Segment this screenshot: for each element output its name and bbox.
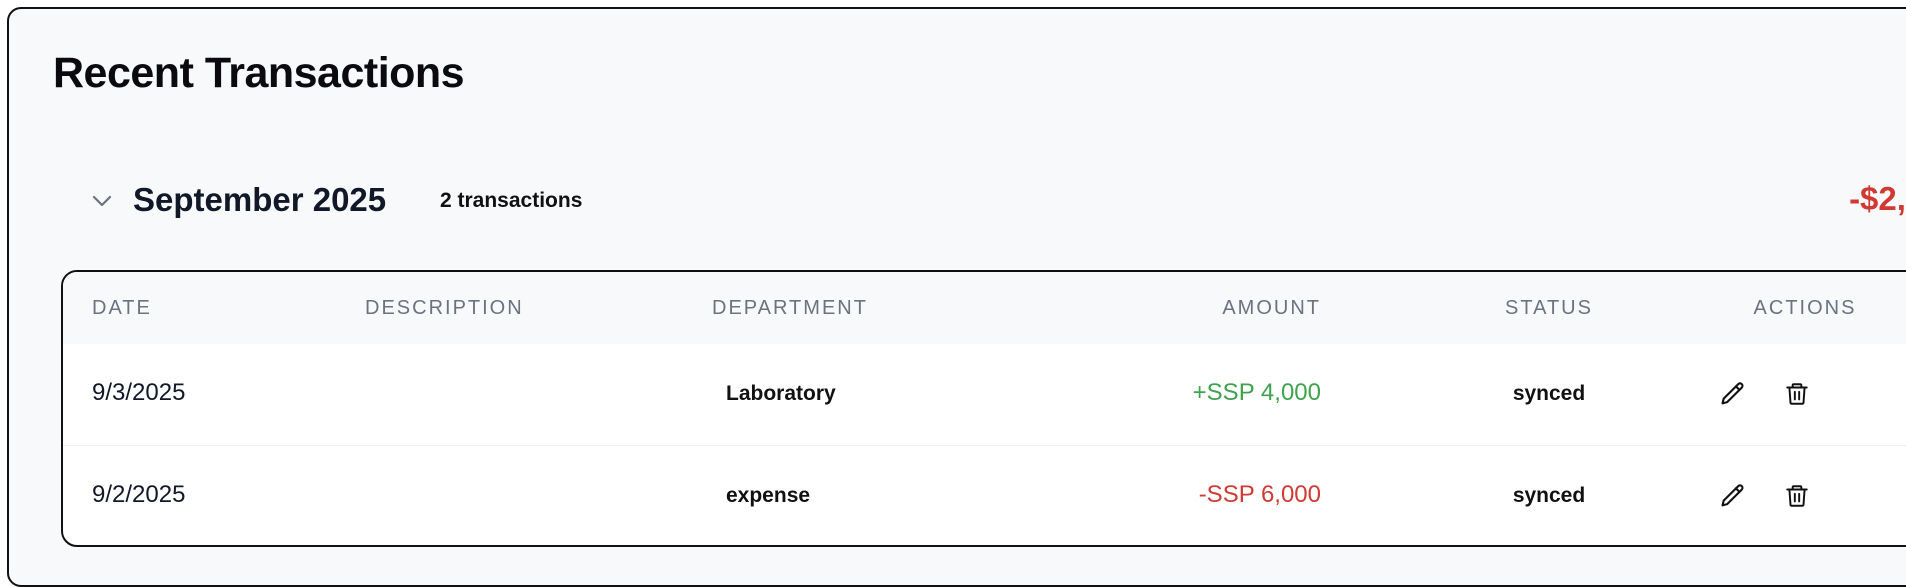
row-amount: -SSP 6,000 — [1198, 481, 1321, 508]
table-row: 9/3/2025 Laboratory +SSP 4,000 synced — [63, 344, 1906, 446]
month-title: September 2025 — [133, 181, 387, 218]
row-department: expense — [726, 484, 811, 507]
section-title: Recent Transactions — [53, 49, 465, 97]
transactions-table: DATE DESCRIPTION DEPARTMENT AMOUNT STATU… — [61, 270, 1906, 547]
transaction-count: 2 transactions — [440, 189, 583, 212]
trash-icon — [1786, 383, 1808, 405]
row-date: 9/3/2025 — [92, 379, 186, 406]
header-department: DEPARTMENT — [712, 297, 868, 319]
pencil-icon — [1721, 484, 1744, 507]
row-status: synced — [1512, 484, 1586, 507]
trash-icon — [1786, 485, 1808, 507]
delete-button[interactable] — [1781, 378, 1813, 410]
month-group-header[interactable]: September 2025 2 transactions -$2,000 — [79, 177, 1906, 225]
header-status: STATUS — [1505, 297, 1593, 319]
delete-button[interactable] — [1781, 480, 1813, 512]
table-row: 9/2/2025 expense -SSP 6,000 synced — [63, 446, 1906, 545]
row-department: Laboratory — [726, 382, 836, 405]
chevron-down-icon[interactable] — [91, 193, 113, 209]
header-actions: ACTIONS — [1753, 297, 1857, 319]
header-date: DATE — [92, 297, 152, 319]
row-date: 9/2/2025 — [92, 481, 186, 508]
recent-transactions-panel: Recent Transactions September 2025 2 tra… — [7, 7, 1906, 587]
row-amount: +SSP 4,000 — [1192, 379, 1321, 406]
table-header-row: DATE DESCRIPTION DEPARTMENT AMOUNT STATU… — [63, 272, 1906, 344]
row-status: synced — [1512, 382, 1586, 405]
month-total: -$2,000 — [1849, 180, 1906, 217]
pencil-icon — [1721, 382, 1744, 405]
edit-button[interactable] — [1717, 378, 1749, 410]
edit-button[interactable] — [1717, 480, 1749, 512]
header-description: DESCRIPTION — [365, 297, 524, 319]
header-amount: AMOUNT — [1222, 297, 1321, 319]
